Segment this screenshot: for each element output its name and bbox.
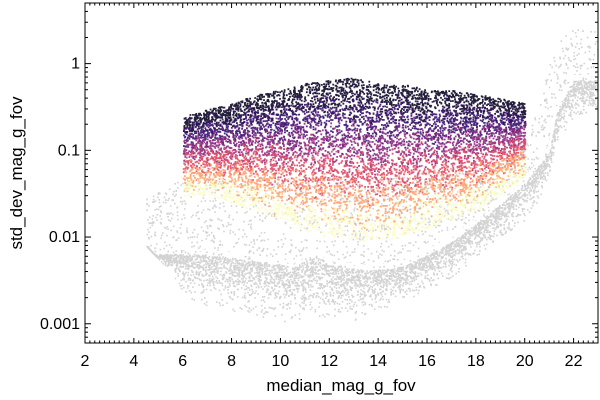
x-tick-label: 10 xyxy=(272,353,290,370)
plot-frame xyxy=(84,2,599,344)
colored-scatter-points xyxy=(182,77,527,242)
x-tick-label: 16 xyxy=(418,353,436,370)
y-tick-label: 0.1 xyxy=(58,142,80,159)
x-tick-label: 4 xyxy=(129,353,138,370)
background-points xyxy=(146,29,598,323)
tick-labels: 2 4 6 8 10 12 14 16 18 20 22 0.001 0.01 0.1 1 xyxy=(40,56,583,370)
y-tick-label: 0.001 xyxy=(40,316,80,333)
colored-points-3 xyxy=(182,135,527,207)
x-tick-label: 22 xyxy=(565,353,583,370)
x-tick-label: 2 xyxy=(81,353,90,370)
x-tick-label: 6 xyxy=(178,353,187,370)
colored-points-1 xyxy=(183,86,527,155)
y-axis-label: std_dev_mag_g_fov xyxy=(7,96,26,250)
median-line-path xyxy=(182,74,598,267)
median-line xyxy=(182,74,598,267)
axis-ticks xyxy=(84,2,599,344)
x-tick-label: 20 xyxy=(516,353,534,370)
y-tick-label: 0.01 xyxy=(49,229,80,246)
colored-points-2 xyxy=(182,108,527,184)
x-axis-label: median_mag_g_fov xyxy=(266,376,416,395)
x-tick-label: 8 xyxy=(227,353,236,370)
x-tick-label: 18 xyxy=(467,353,485,370)
colored-points-4 xyxy=(182,147,527,232)
y-tick-label: 1 xyxy=(71,56,80,73)
x-tick-label: 14 xyxy=(369,353,387,370)
x-tick-label: 12 xyxy=(320,353,338,370)
density-background xyxy=(146,29,598,323)
